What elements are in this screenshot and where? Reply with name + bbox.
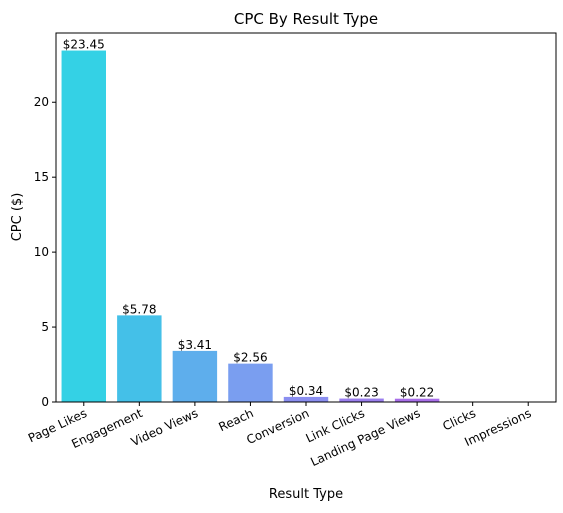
x-tick-label: Conversion	[244, 406, 311, 447]
x-tick-label: Clicks	[440, 406, 478, 433]
y-tick-label: 20	[34, 95, 49, 109]
y-axis-label: CPC ($)	[10, 193, 25, 242]
bar-data-label: $2.56	[233, 351, 267, 365]
y-tick-label: 15	[34, 170, 49, 184]
bar-data-label: $0.23	[344, 386, 378, 400]
y-tick-label: 10	[34, 245, 49, 259]
bar-data-label: $5.78	[122, 302, 156, 316]
bar-data-label: $0.34	[289, 384, 323, 398]
bar-labels-group: $23.45 $5.78 $3.41 $2.56 $0.34 $0.23 $0.22	[63, 38, 435, 400]
chart-title: CPC By Result Type	[234, 10, 378, 28]
plot-frame	[55, 32, 557, 403]
x-tick-label: Reach	[216, 406, 255, 434]
bar-data-label: $3.41	[178, 338, 212, 352]
bar-data-label: $23.45	[63, 38, 105, 52]
y-axis: 0 5 10 15 20	[34, 95, 56, 409]
bar-video-views	[172, 350, 218, 402]
bar-conversion	[283, 396, 329, 402]
bar-data-label: $0.22	[400, 386, 434, 400]
y-tick-label: 0	[41, 395, 49, 409]
y-tick-label: 5	[41, 320, 49, 334]
bar-engagement	[117, 315, 162, 402]
bars-group	[61, 50, 440, 403]
bar-reach	[228, 363, 273, 402]
x-axis-label: Result Type	[269, 487, 343, 502]
bar-page-likes	[61, 50, 106, 403]
bar-landing-page-views	[394, 398, 440, 402]
bar-link-clicks	[339, 398, 384, 402]
